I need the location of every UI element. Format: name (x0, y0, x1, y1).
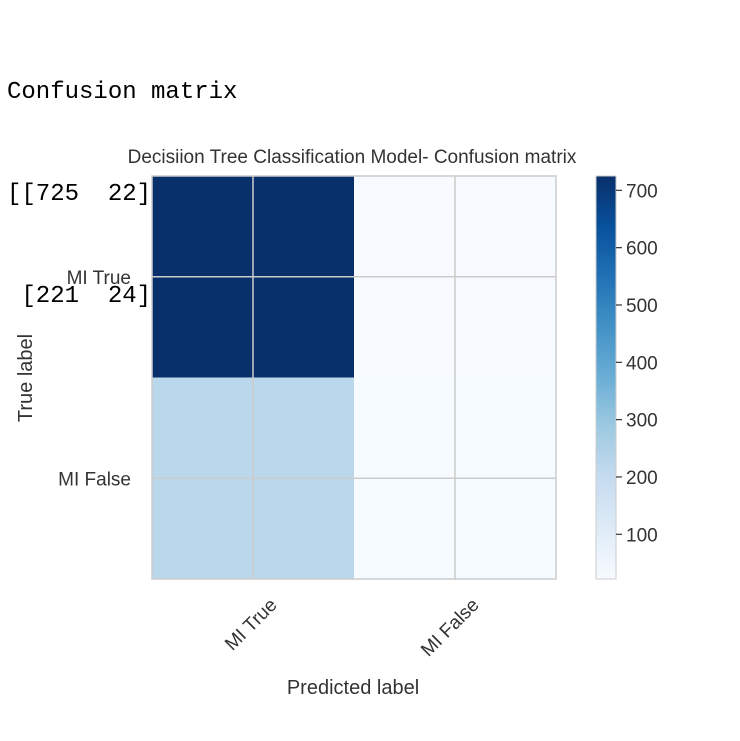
console-heading: Confusion matrix (7, 79, 238, 106)
x-axis-label: Predicted label (287, 677, 419, 699)
y-tick-label: MI True (67, 268, 131, 289)
x-tick-label: MI True (221, 595, 281, 655)
plot-frame (151, 175, 557, 580)
console-matrix-row-1: [[725 22] (7, 181, 152, 208)
x-tick-label: MI False (417, 595, 483, 661)
colorbar-tick-label: 300 (626, 411, 658, 432)
x-tick-labels: MI True MI False (221, 595, 483, 661)
colorbar (595, 175, 617, 580)
y-axis-label: True label (15, 334, 37, 422)
colorbar-tick-label: 400 (626, 353, 658, 374)
colorbar-tick-label: 600 (626, 239, 658, 260)
heatmap-cells (152, 176, 557, 580)
y-tick-label: MI False (58, 469, 131, 490)
heatmap-gridlines (152, 176, 556, 579)
y-tick-labels: MI True MI False (58, 268, 131, 491)
chart-title: Decisiion Tree Classification Model- Con… (128, 147, 577, 168)
colorbar-tick-label: 500 (626, 296, 658, 317)
colorbar-ticks: 100 200 300 400 500 600 700 (616, 181, 658, 546)
colorbar-tick-label: 200 (626, 468, 658, 489)
colorbar-tick-label: 100 (626, 525, 658, 546)
colorbar-tick-label: 700 (626, 181, 658, 202)
